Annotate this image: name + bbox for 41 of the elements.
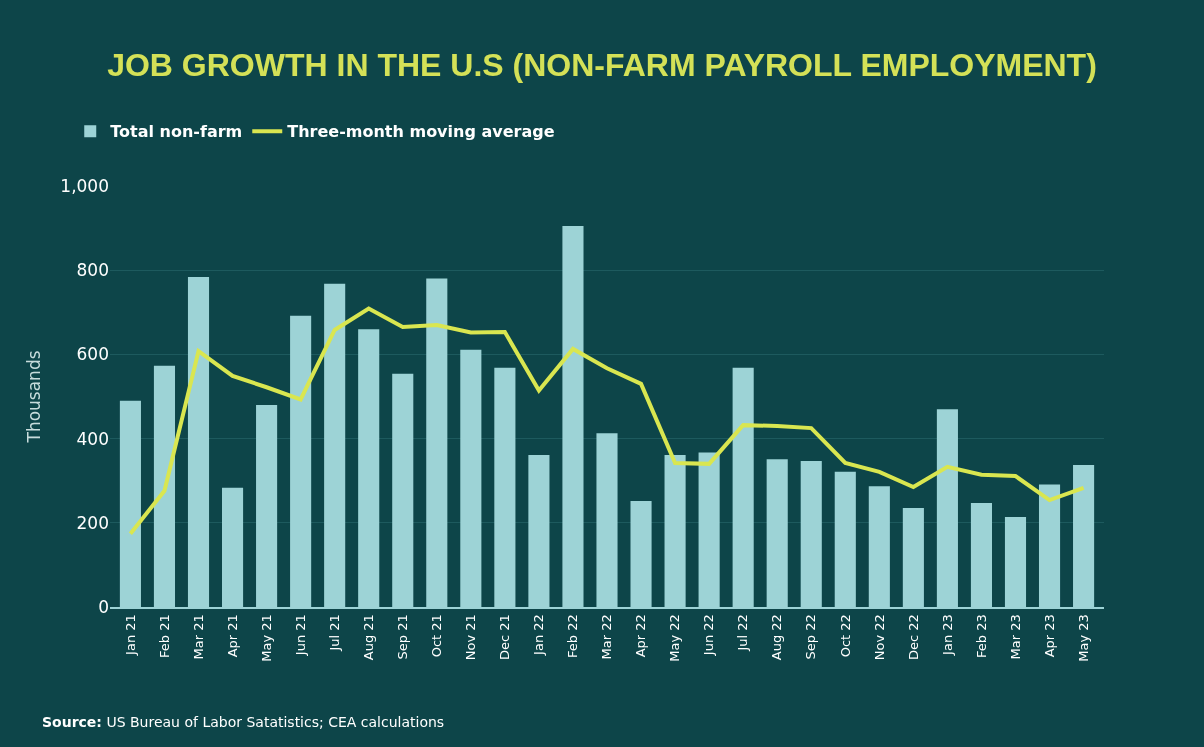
x-tick-label: Jun 21: [292, 614, 308, 657]
x-tick-label: Jan 21: [122, 614, 138, 656]
x-tick-label: Jun 22: [701, 614, 717, 657]
x-tick-label: Sep 22: [803, 614, 819, 660]
x-tick-label: Mar 23: [1007, 614, 1023, 660]
x-tick-label: Mar 21: [190, 614, 206, 660]
x-tick-label: Dec 22: [905, 614, 921, 661]
y-axis-title: Thousands: [23, 350, 44, 444]
x-tick-label: Apr 21: [224, 614, 240, 658]
x-tick-label: Nov 21: [463, 614, 479, 661]
y-tick-label: 600: [76, 344, 109, 365]
x-tick-label: Jul 22: [735, 614, 751, 652]
y-tick-label: 1,000: [60, 175, 109, 196]
x-tick-label: Dec 21: [497, 614, 513, 661]
x-tick-label: Jul 21: [326, 614, 342, 652]
x-tick-label: Feb 21: [156, 614, 172, 658]
x-tick-label: Jan 22: [531, 614, 547, 656]
x-tick-label: Aug 22: [769, 614, 785, 661]
source-note: Source: US Bureau of Labor Satatistics; CEA calculations: [42, 714, 445, 730]
y-tick-label: 400: [76, 428, 109, 449]
x-tick-label: Apr 22: [633, 614, 649, 658]
x-tick-label: Jan 23: [939, 614, 955, 656]
x-tick-label: Mar 22: [599, 614, 615, 660]
x-tick-label: May 23: [1075, 614, 1091, 662]
x-tick-label: Oct 21: [429, 614, 445, 658]
x-tick-label: May 22: [667, 614, 683, 662]
x-tick-label: Sep 21: [394, 614, 410, 660]
x-tick-label: Oct 22: [837, 614, 853, 658]
legend-label: Total non-farm: [110, 122, 243, 142]
line-series: [128, 306, 1086, 536]
x-tick-label: May 21: [258, 614, 274, 662]
y-tick-label: 0: [98, 596, 109, 617]
x-tick-label: Feb 22: [565, 614, 581, 658]
x-tick-label: Feb 23: [973, 614, 989, 658]
y-tick-label: 800: [76, 260, 109, 281]
legend-label: Three-month moving average: [287, 122, 555, 142]
x-tick-label: Nov 22: [871, 614, 887, 661]
x-tick-label: Aug 21: [360, 614, 376, 661]
x-tick-label: Apr 23: [1041, 614, 1057, 658]
chart-title: JOB GROWTH IN THE U.S (NON-FARM PAYROLL EMPLOYMENT): [107, 47, 1097, 84]
y-tick-label: 200: [76, 512, 109, 533]
